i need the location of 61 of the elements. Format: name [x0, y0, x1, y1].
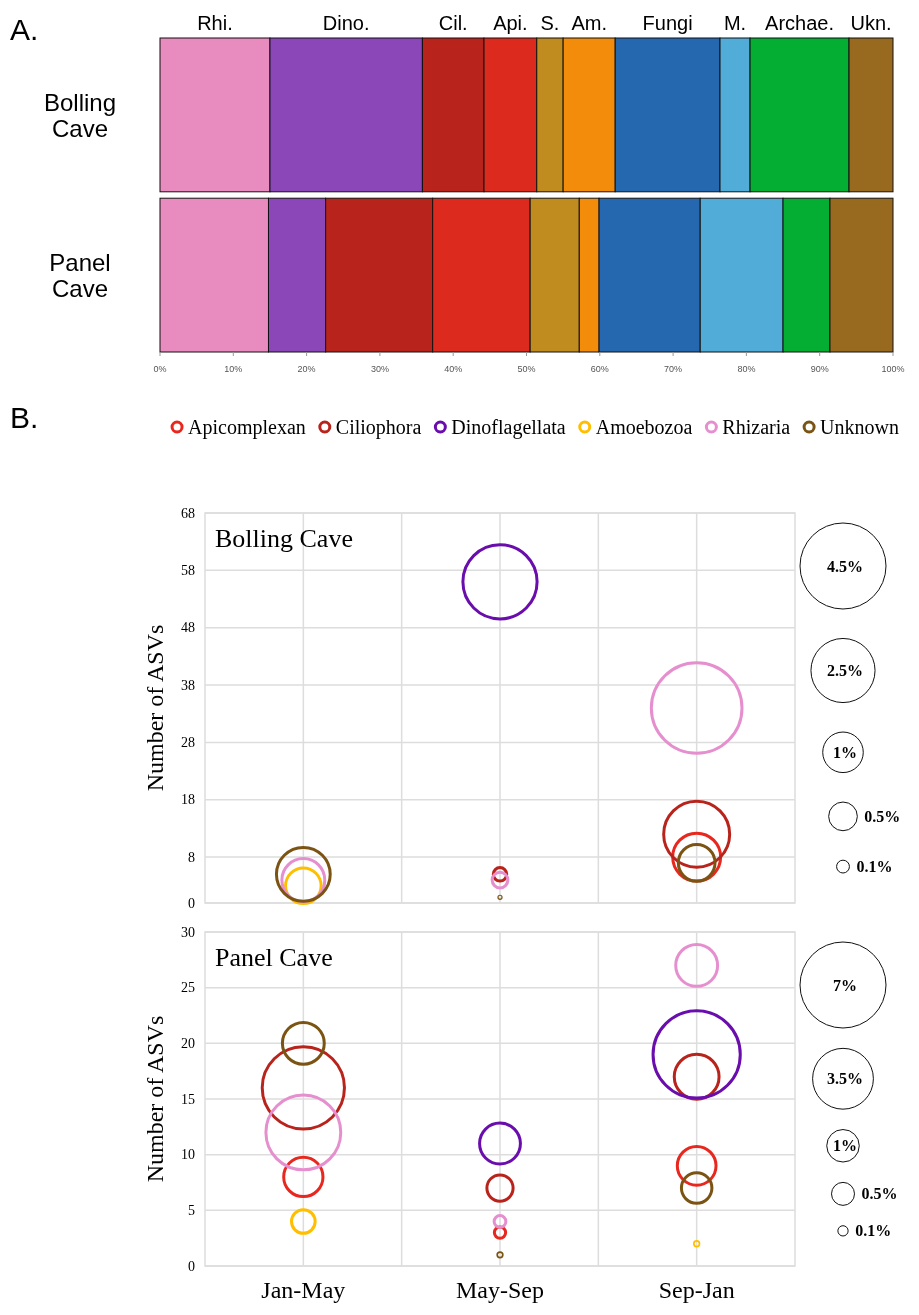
y-tick-label: 18: [181, 792, 195, 808]
series-label: Ukn.: [850, 12, 892, 34]
x-tick-label: 30%: [370, 364, 389, 374]
y-tick-label: 58: [181, 562, 195, 578]
x-tick-label: 100%: [881, 364, 905, 374]
series-label: S.: [540, 12, 560, 34]
y-tick-label: 25: [181, 980, 195, 996]
y-tick-label: 8: [188, 849, 195, 865]
legend-label: Amoebozoa: [595, 416, 693, 438]
legend-label: 1%: [833, 1137, 857, 1155]
legend-label: Ciliophora: [335, 416, 422, 439]
series-label: M.: [723, 12, 747, 34]
legend-label: 1%: [833, 743, 857, 761]
series-label: Archae.: [765, 12, 835, 34]
y-tick-label: 10: [181, 1147, 195, 1163]
y-tick-label: 38: [181, 677, 195, 693]
x-tick-label: May-Sep: [456, 1277, 544, 1303]
x-tick-label: 70%: [664, 364, 683, 374]
chart-title: Panel Cave: [215, 943, 333, 972]
legend-label: Unknown: [820, 416, 899, 438]
y-tick-label: 68: [181, 505, 195, 521]
y-tick-label: 0: [188, 895, 195, 911]
x-tick-label: 50%: [517, 364, 536, 374]
legend-label: 0.5%: [861, 1185, 898, 1203]
x-tick-label: Jan-May: [261, 1277, 346, 1303]
legend-label: 0.1%: [856, 858, 893, 876]
y-tick-label: 48: [181, 620, 195, 636]
chart-title: Bolling Cave: [215, 524, 353, 553]
x-tick-label: 10%: [224, 364, 243, 374]
legend-label: Dinoflagellata: [451, 416, 566, 439]
text: A.: [10, 13, 39, 46]
text: B.: [10, 401, 39, 434]
y-tick-label: 20: [181, 1035, 195, 1051]
series-label: Am.: [571, 12, 607, 34]
x-tick-label: 20%: [297, 364, 316, 374]
legend-label: 0.1%: [855, 1222, 892, 1240]
y-axis-title: Number of ASVs: [142, 1015, 168, 1183]
legend-label: 3.5%: [827, 1070, 863, 1088]
y-tick-label: 15: [181, 1091, 195, 1107]
series-label: Dino.: [322, 12, 370, 34]
legend-label: Apicomplexan: [188, 416, 306, 439]
legend-label: 4.5%: [827, 557, 863, 575]
y-tick-label: 5: [188, 1202, 195, 1218]
x-tick-label: Sep-Jan: [658, 1277, 735, 1303]
legend-label: 7%: [833, 976, 857, 994]
legend-label: Rhizaria: [722, 416, 791, 438]
y-tick-label: 28: [181, 734, 195, 750]
x-tick-label: 60%: [590, 364, 609, 374]
x-tick-label: 90%: [810, 364, 829, 374]
series-label: Api.: [493, 12, 528, 34]
y-tick-label: 0: [188, 1258, 195, 1274]
x-tick-label: 80%: [737, 364, 756, 374]
x-tick-label: 40%: [444, 364, 463, 374]
legend-label: 0.5%: [864, 807, 901, 825]
series-label: Fungi: [642, 12, 693, 34]
x-tick-label: 0%: [153, 364, 167, 374]
series-label: Cil.: [438, 12, 468, 34]
y-axis-title: Number of ASVs: [142, 624, 168, 792]
y-tick-label: 30: [181, 924, 195, 940]
legend-label: 2.5%: [827, 662, 863, 680]
series-label: Rhi.: [197, 12, 233, 34]
